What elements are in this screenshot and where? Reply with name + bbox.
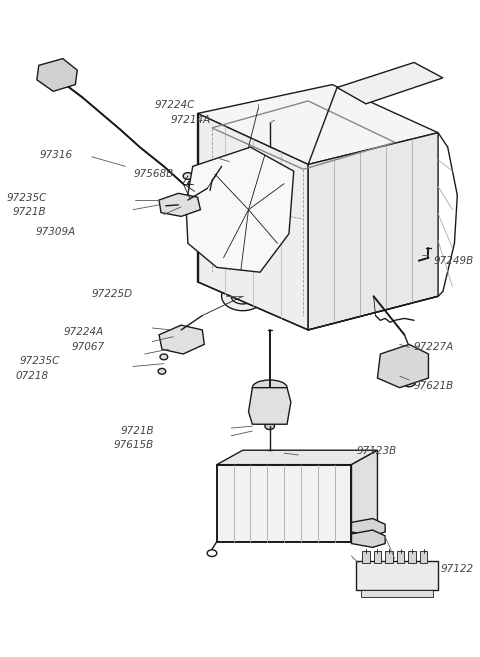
Ellipse shape (403, 379, 415, 387)
Ellipse shape (383, 359, 407, 374)
Ellipse shape (161, 202, 170, 209)
Ellipse shape (216, 252, 231, 263)
Polygon shape (337, 62, 443, 104)
Text: 97615B: 97615B (114, 440, 154, 451)
Ellipse shape (252, 380, 287, 396)
Ellipse shape (50, 74, 66, 85)
Text: 97224C: 97224C (154, 100, 195, 110)
Polygon shape (37, 58, 77, 91)
Polygon shape (373, 551, 381, 563)
Polygon shape (217, 450, 377, 464)
Ellipse shape (207, 550, 217, 556)
Ellipse shape (235, 158, 247, 166)
Ellipse shape (241, 204, 256, 215)
Text: 97316: 97316 (39, 150, 72, 160)
Text: 97621B: 97621B (414, 381, 454, 391)
Text: 97235C: 97235C (20, 355, 60, 366)
Polygon shape (351, 518, 385, 536)
Ellipse shape (389, 363, 400, 371)
Polygon shape (186, 147, 294, 272)
Text: 97235C: 97235C (6, 193, 47, 203)
Ellipse shape (266, 145, 274, 150)
Polygon shape (361, 590, 433, 597)
Ellipse shape (183, 173, 193, 179)
Polygon shape (385, 551, 393, 563)
Ellipse shape (277, 179, 291, 189)
Ellipse shape (265, 423, 275, 430)
Polygon shape (356, 561, 438, 590)
Ellipse shape (226, 164, 237, 172)
Ellipse shape (269, 238, 286, 249)
Polygon shape (351, 450, 377, 541)
Text: 97249B: 97249B (433, 256, 473, 265)
Polygon shape (198, 85, 438, 164)
Ellipse shape (188, 180, 198, 187)
Polygon shape (217, 464, 351, 541)
Text: 97225D: 97225D (92, 289, 133, 300)
Polygon shape (159, 325, 204, 354)
Ellipse shape (238, 293, 248, 300)
Ellipse shape (190, 188, 200, 194)
Text: 97123B: 97123B (356, 446, 396, 456)
Ellipse shape (185, 194, 195, 202)
Ellipse shape (231, 288, 254, 304)
Text: 97214A: 97214A (171, 115, 211, 125)
Ellipse shape (222, 282, 264, 311)
Ellipse shape (234, 265, 248, 275)
Polygon shape (362, 551, 370, 563)
Ellipse shape (158, 369, 166, 374)
Polygon shape (198, 114, 308, 330)
Polygon shape (420, 551, 428, 563)
Ellipse shape (258, 150, 272, 160)
Polygon shape (396, 551, 404, 563)
Text: 97067: 97067 (71, 342, 104, 352)
Ellipse shape (207, 169, 223, 179)
Text: 97122: 97122 (441, 564, 474, 574)
Ellipse shape (253, 105, 263, 112)
Ellipse shape (161, 338, 170, 345)
Polygon shape (159, 193, 201, 216)
Ellipse shape (212, 185, 285, 235)
Ellipse shape (228, 153, 239, 160)
Ellipse shape (228, 195, 270, 224)
Polygon shape (249, 388, 291, 424)
Text: 9721B: 9721B (13, 206, 47, 217)
Ellipse shape (265, 120, 275, 126)
Polygon shape (351, 530, 385, 547)
Text: 07218: 07218 (15, 371, 48, 381)
Text: 97309A: 97309A (35, 227, 75, 237)
Ellipse shape (221, 160, 232, 168)
Polygon shape (308, 133, 438, 330)
Polygon shape (408, 551, 416, 563)
Polygon shape (377, 344, 429, 388)
Text: 97224A: 97224A (64, 327, 104, 337)
Ellipse shape (160, 354, 168, 360)
Text: 97227A: 97227A (414, 342, 454, 352)
Text: 9721B: 9721B (120, 426, 154, 436)
Text: 97568B: 97568B (133, 169, 173, 179)
